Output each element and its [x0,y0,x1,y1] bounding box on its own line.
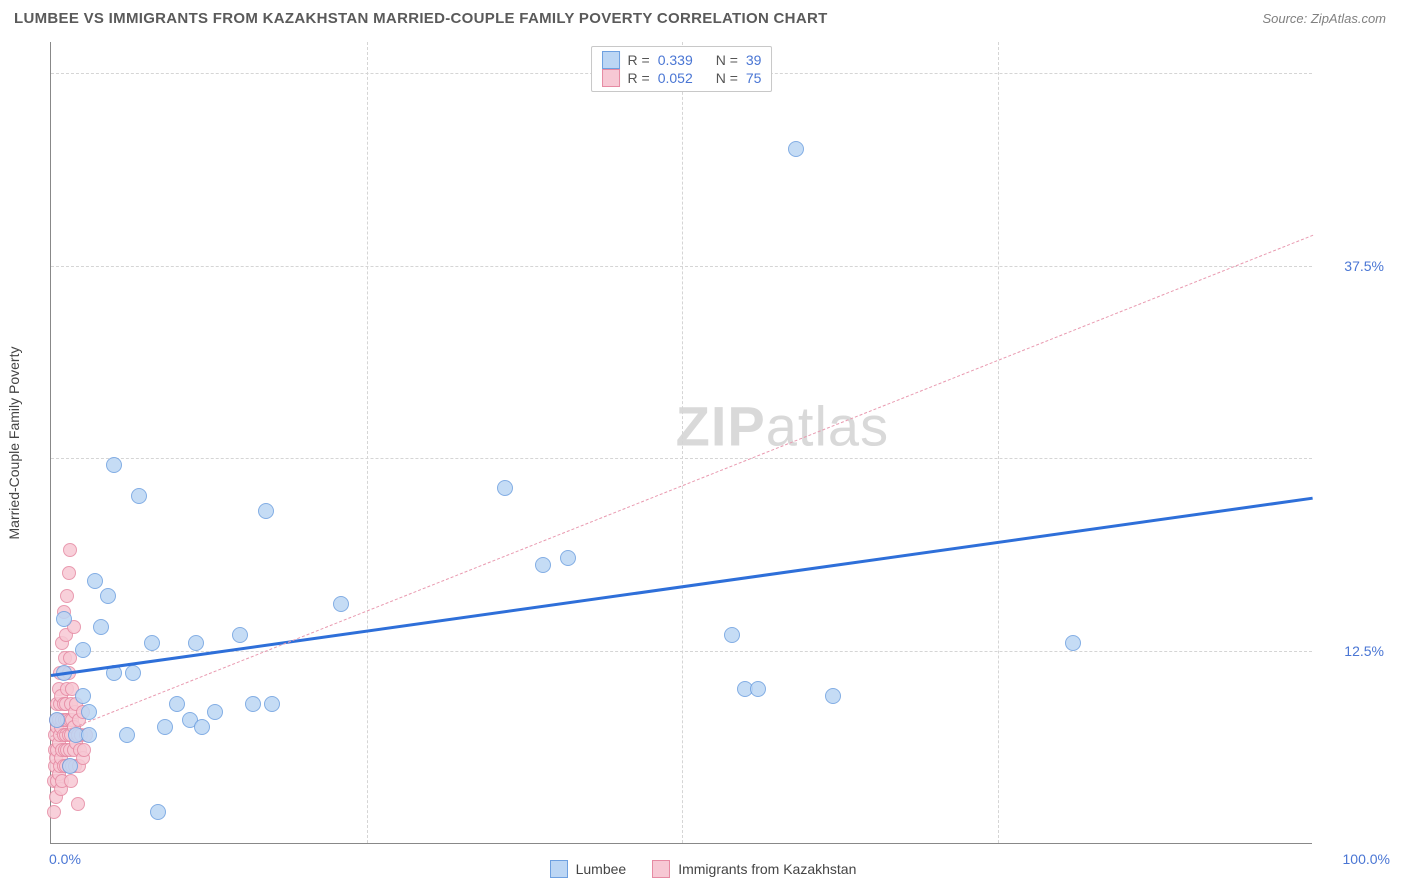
data-point [245,696,261,712]
data-point [724,627,740,643]
gridline-v [367,42,368,843]
data-point [75,688,91,704]
data-point [125,665,141,681]
data-point [75,642,91,658]
data-point [100,588,116,604]
data-point [47,805,61,819]
data-point [62,758,78,774]
chart-container: Married-Couple Family Poverty ZIPatlas 1… [50,42,1392,844]
data-point [106,457,122,473]
legend-row: R =0.339N =39 [602,51,762,69]
data-point [157,719,173,735]
data-point [93,619,109,635]
data-point [535,557,551,573]
swatch-icon [602,69,620,87]
data-point [333,596,349,612]
data-point [60,589,74,603]
data-point [87,573,103,589]
legend-item: Immigrants from Kazakhstan [652,860,856,878]
data-point [188,635,204,651]
swatch-icon [652,860,670,878]
data-point [232,627,248,643]
legend-row: R =0.052N =75 [602,69,762,87]
data-point [131,488,147,504]
data-point [64,774,78,788]
data-point [144,635,160,651]
data-point [264,696,280,712]
chart-title: LUMBEE VS IMMIGRANTS FROM KAZAKHSTAN MAR… [14,10,828,27]
legend-correlation: R =0.339N =39R =0.052N =75 [591,46,773,92]
gridline-v [998,42,999,843]
data-point [825,688,841,704]
data-point [62,566,76,580]
gridline-v [682,42,683,843]
data-point [56,611,72,627]
data-point [77,743,91,757]
legend-item: Lumbee [550,860,627,878]
swatch-icon [602,51,620,69]
y-tick-label: 37.5% [1324,258,1384,274]
data-point [71,797,85,811]
data-point [788,141,804,157]
data-point [63,543,77,557]
data-point [119,727,135,743]
data-point [207,704,223,720]
data-point [169,696,185,712]
y-axis-title: Married-Couple Family Poverty [6,347,22,540]
data-point [560,550,576,566]
data-point [49,712,65,728]
data-point [750,681,766,697]
data-point [150,804,166,820]
y-tick-label: 12.5% [1324,643,1384,659]
data-point [258,503,274,519]
swatch-icon [550,860,568,878]
watermark: ZIPatlas [676,394,889,459]
plot-area: ZIPatlas 12.5%37.5%0.0%100.0%R =0.339N =… [50,42,1312,844]
data-point [194,719,210,735]
data-point [497,480,513,496]
data-point [81,727,97,743]
data-point [1065,635,1081,651]
legend-bottom: Lumbee Immigrants from Kazakhstan [0,860,1406,878]
source-label: Source: ZipAtlas.com [1262,11,1386,26]
